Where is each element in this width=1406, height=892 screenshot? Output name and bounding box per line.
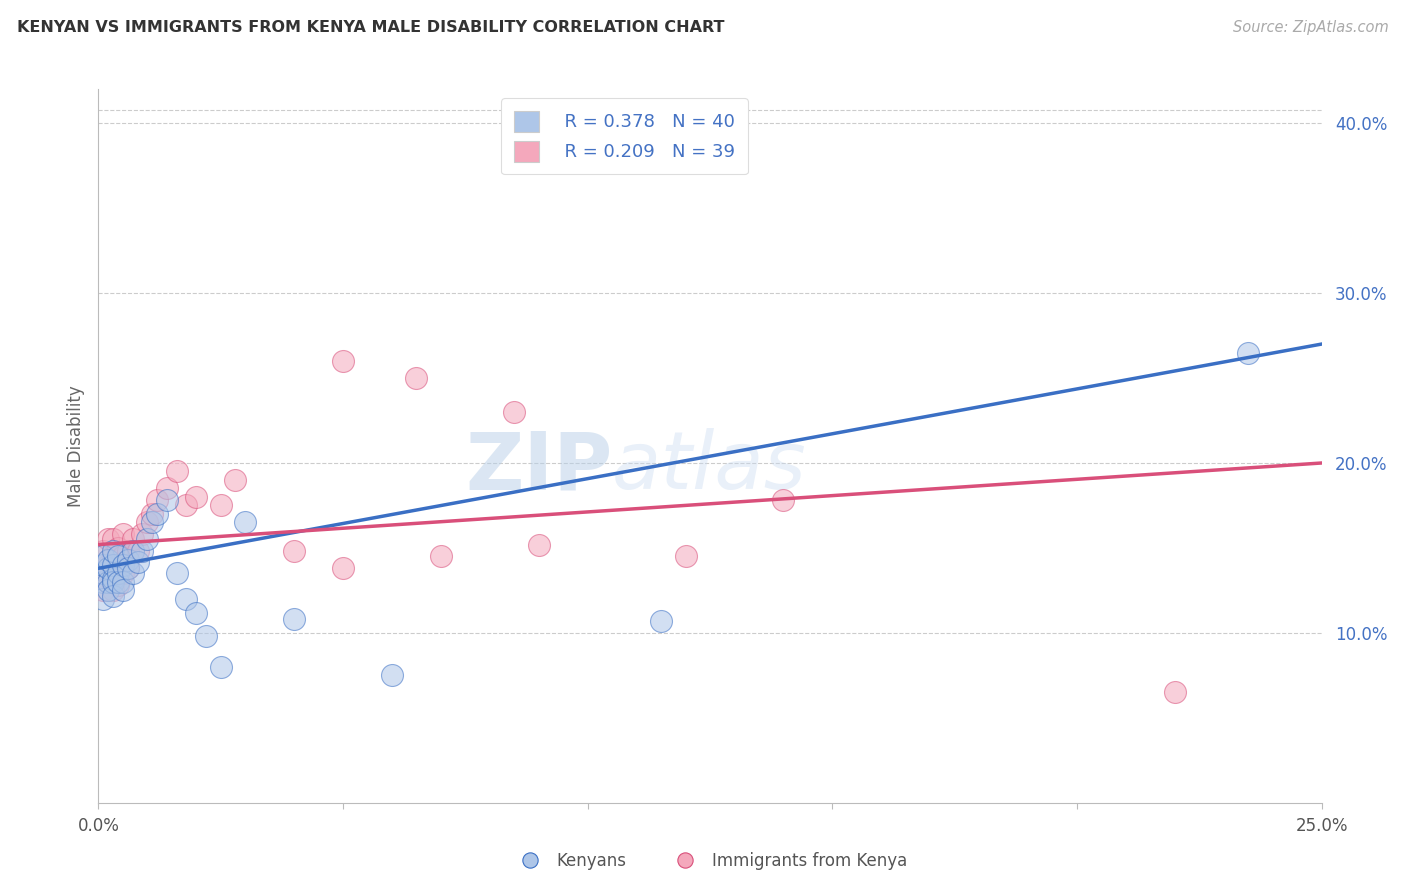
Point: [101, 572, 124, 586]
Point: [381, 668, 404, 682]
Point: [97, 558, 120, 572]
Point: [186, 606, 208, 620]
Point: [101, 574, 124, 589]
Point: [107, 541, 129, 555]
Point: [107, 578, 129, 592]
Point: [121, 566, 143, 581]
Text: Source: ZipAtlas.com: Source: ZipAtlas.com: [1233, 20, 1389, 35]
Text: KENYAN VS IMMIGRANTS FROM KENYA MALE DISABILITY CORRELATION CHART: KENYAN VS IMMIGRANTS FROM KENYA MALE DIS…: [17, 20, 724, 35]
Point: [146, 493, 169, 508]
Point: [141, 507, 163, 521]
Point: [97, 533, 120, 547]
Point: [166, 566, 188, 581]
Point: [91, 583, 114, 598]
Point: [283, 544, 305, 558]
Point: [1237, 345, 1260, 359]
Y-axis label: Male Disability: Male Disability: [66, 385, 84, 507]
Point: [91, 549, 114, 564]
Point: [650, 614, 672, 628]
Point: [91, 544, 114, 558]
Point: [107, 549, 129, 564]
Point: [283, 612, 305, 626]
Point: [156, 482, 179, 496]
Point: [111, 574, 134, 589]
Point: [101, 544, 124, 558]
Point: [209, 660, 232, 674]
Point: [675, 549, 697, 564]
Point: [332, 354, 354, 368]
Legend: Kenyans, Immigrants from Kenya: Kenyans, Immigrants from Kenya: [506, 846, 914, 877]
Point: [97, 574, 120, 589]
Point: [111, 527, 134, 541]
Point: [430, 549, 453, 564]
Point: [101, 558, 124, 572]
Point: [224, 473, 246, 487]
Point: [101, 589, 124, 603]
Point: [101, 583, 124, 598]
Point: [111, 558, 134, 572]
Point: [527, 537, 550, 551]
Point: [186, 490, 208, 504]
Point: [156, 493, 179, 508]
Point: [136, 516, 159, 530]
Point: [121, 533, 143, 547]
Point: [503, 405, 526, 419]
Point: [91, 591, 114, 606]
Point: [405, 371, 427, 385]
Point: [107, 574, 129, 589]
Point: [136, 533, 159, 547]
Point: [332, 561, 354, 575]
Point: [107, 558, 129, 572]
Point: [195, 629, 218, 643]
Point: [176, 591, 198, 606]
Point: [117, 561, 139, 575]
Point: [146, 507, 169, 521]
Point: [117, 544, 139, 558]
Point: [107, 566, 129, 581]
Text: ZIP: ZIP: [465, 428, 612, 507]
Point: [176, 499, 198, 513]
Point: [233, 516, 256, 530]
Point: [141, 516, 163, 530]
Point: [91, 574, 114, 589]
Point: [101, 533, 124, 547]
Point: [97, 553, 120, 567]
Text: atlas: atlas: [612, 428, 807, 507]
Point: [101, 549, 124, 564]
Point: [127, 544, 149, 558]
Point: [91, 558, 114, 572]
Point: [111, 566, 134, 581]
Point: [91, 566, 114, 581]
Point: [111, 549, 134, 564]
Point: [97, 574, 120, 589]
Point: [127, 555, 149, 569]
Point: [91, 566, 114, 581]
Point: [97, 561, 120, 575]
Point: [166, 465, 188, 479]
Point: [111, 583, 134, 598]
Point: [1164, 685, 1187, 699]
Point: [131, 544, 153, 558]
Point: [772, 493, 794, 508]
Point: [131, 527, 153, 541]
Point: [97, 583, 120, 598]
Point: [209, 499, 232, 513]
Point: [121, 544, 143, 558]
Point: [117, 553, 139, 567]
Point: [117, 561, 139, 575]
